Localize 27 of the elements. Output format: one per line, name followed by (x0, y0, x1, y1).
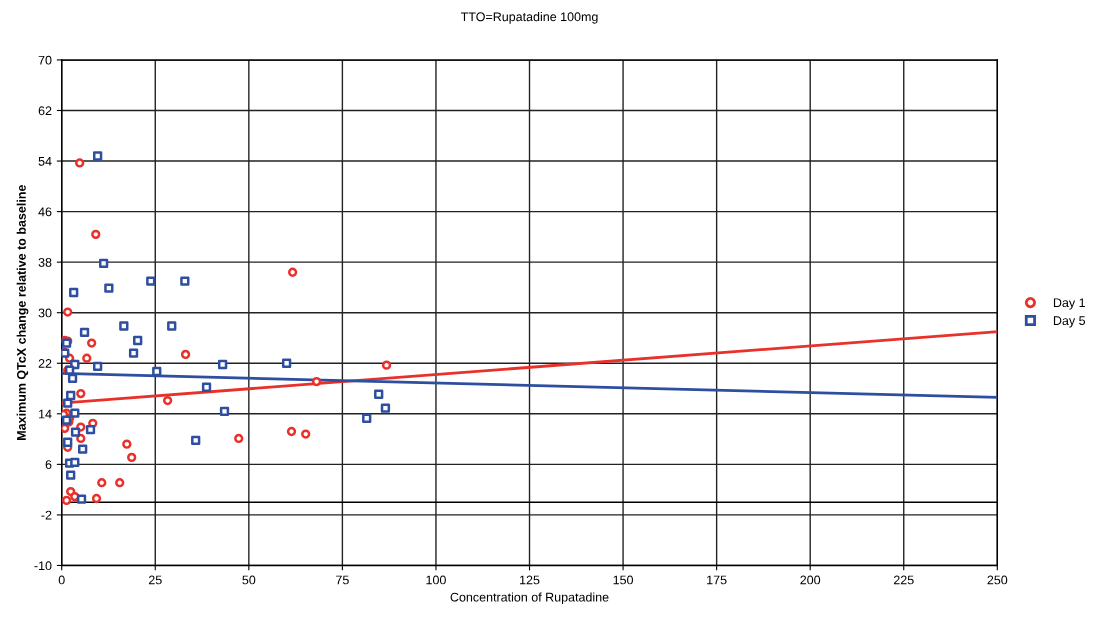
legend-label: Day 1 (1053, 298, 1085, 310)
y-tick-label: 54 (38, 156, 52, 166)
x-tick-label: 175 (707, 575, 727, 585)
y-tick-label: -10 (34, 561, 52, 571)
x-tick-label: 100 (426, 575, 446, 585)
y-tick-label: 22 (38, 359, 52, 368)
y-tick-label: 70 (38, 55, 52, 65)
x-tick-label: 250 (987, 575, 1008, 585)
x-axis-title: Concentration of Rupatadine (450, 592, 609, 605)
x-tick-label: 225 (893, 575, 914, 585)
y-tick-label: 62 (38, 106, 52, 116)
x-tick-label: 125 (520, 575, 540, 585)
y-axis-title: Maximum QTcX change relative to baseline (16, 185, 29, 440)
y-tick-label: 14 (39, 409, 52, 419)
x-tick-label: 75 (336, 575, 349, 585)
y-tick-label: 46 (38, 207, 52, 217)
x-tick-label: 50 (242, 575, 256, 585)
x-tick-label: 0 (58, 575, 65, 585)
y-tick-label: 30 (38, 308, 52, 318)
x-tick-label: 25 (148, 575, 162, 585)
y-tick-label: 6 (45, 460, 52, 470)
x-tick-label: 200 (800, 575, 821, 585)
legend-label: Day 5 (1053, 316, 1086, 328)
y-tick-label: -2 (41, 510, 52, 520)
y-tick-label: 38 (38, 257, 52, 267)
x-tick-label: 150 (613, 575, 634, 585)
chart-title: TTO=Rupatadine 100mg (460, 12, 598, 24)
